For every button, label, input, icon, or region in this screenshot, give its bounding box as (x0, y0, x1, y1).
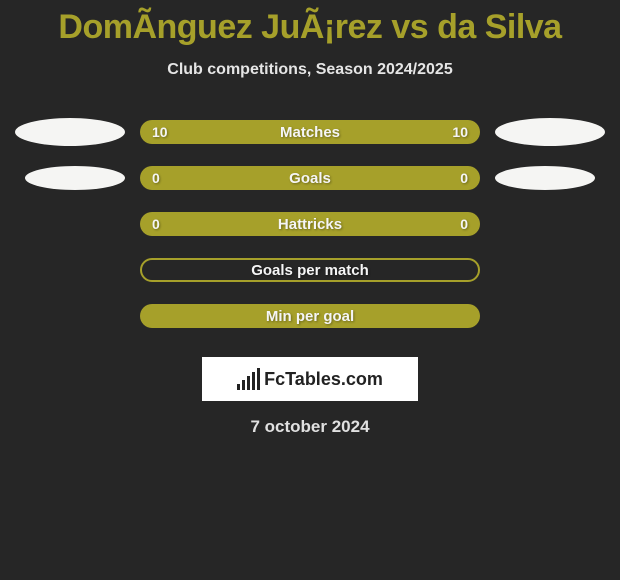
stat-bar: Min per goal (140, 304, 480, 328)
comparison-area: 10 Matches 10 0 Goals 0 0 Hattricks 0 Go… (0, 109, 620, 339)
stat-bar: 10 Matches 10 (140, 120, 480, 144)
stat-row: 0 Hattricks 0 (10, 201, 610, 247)
stat-label: Goals per match (251, 262, 369, 279)
stat-label: Hattricks (278, 216, 342, 233)
stat-label: Goals (289, 170, 331, 187)
stat-value-right: 0 (460, 170, 468, 186)
stat-value-left: 0 (152, 170, 160, 186)
stat-value-right: 10 (452, 124, 468, 140)
season-subtitle: Club competitions, Season 2024/2025 (0, 61, 620, 79)
bar-chart-icon (237, 368, 260, 390)
player-right-ellipse (495, 166, 595, 190)
stat-row: 10 Matches 10 (10, 109, 610, 155)
stat-value-right: 0 (460, 216, 468, 232)
stat-row: Min per goal (10, 293, 610, 339)
player-left-ellipse (25, 166, 125, 190)
page-title: DomÃ­nguez JuÃ¡rez vs da Silva (0, 0, 620, 47)
stat-value-left: 0 (152, 216, 160, 232)
stat-row: 0 Goals 0 (10, 155, 610, 201)
stat-bar: 0 Hattricks 0 (140, 212, 480, 236)
stat-bar: 0 Goals 0 (140, 166, 480, 190)
stat-value-left: 10 (152, 124, 168, 140)
logo-text: FcTables.com (264, 369, 383, 390)
player-left-ellipse (15, 118, 125, 146)
fctables-logo: FcTables.com (202, 357, 418, 401)
snapshot-date: 7 october 2024 (0, 417, 620, 437)
stat-label: Min per goal (266, 308, 354, 325)
stat-row: Goals per match (10, 247, 610, 293)
stat-label: Matches (280, 124, 340, 141)
stat-bar: Goals per match (140, 258, 480, 282)
player-right-ellipse (495, 118, 605, 146)
